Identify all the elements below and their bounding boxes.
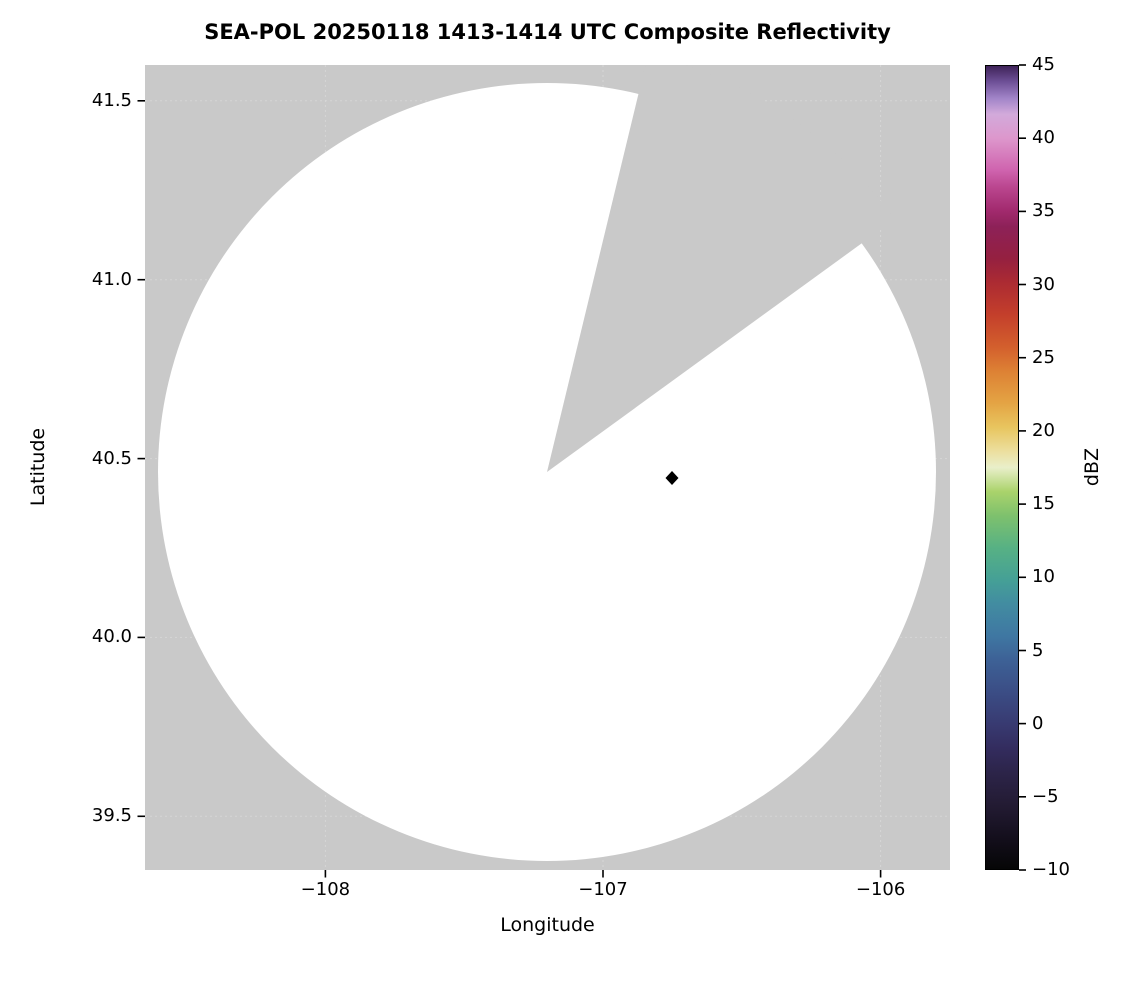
colorbar-gradient — [985, 65, 1019, 870]
x-tick-label: −107 — [578, 879, 628, 900]
y-tick-label: 39.5 — [91, 805, 132, 827]
y-tick-label: 41.0 — [91, 268, 132, 290]
x-axis-label: Longitude — [500, 914, 595, 936]
colorbar-tick-label: 30 — [1032, 273, 1055, 295]
colorbar-tick-label: 35 — [1032, 200, 1055, 222]
colorbar-tick-label: 10 — [1032, 566, 1055, 588]
x-axis-ticks — [324, 870, 882, 878]
colorbar-tick-label: 40 — [1032, 127, 1055, 149]
x-tick-label: −108 — [300, 879, 351, 900]
missing-sector-wedge — [547, 65, 895, 472]
colorbar-tick-label: 15 — [1032, 493, 1055, 515]
y-tick-label: 40.5 — [91, 447, 132, 469]
colorbar-tick-label: 25 — [1032, 346, 1055, 368]
y-tick-label: 41.5 — [91, 89, 132, 111]
colorbar-ticks — [1019, 64, 1026, 871]
colorbar-tick-label: −5 — [1032, 785, 1059, 807]
colorbar-tick-label: 20 — [1032, 419, 1055, 441]
colorbar-tick-label: 45 — [1032, 54, 1055, 75]
x-tick-label: −106 — [855, 879, 906, 900]
colorbar-tick-label: 0 — [1032, 712, 1044, 734]
colorbar-tick-label: −10 — [1032, 859, 1070, 880]
y-axis-ticks — [137, 100, 145, 818]
y-tick-label: 40.0 — [91, 626, 132, 648]
site-marker-diamond — [665, 471, 679, 485]
colorbar-tick-label: 5 — [1032, 639, 1044, 661]
plot-title: SEA-POL 20250118 1413-1414 UTC Composite… — [204, 20, 891, 44]
